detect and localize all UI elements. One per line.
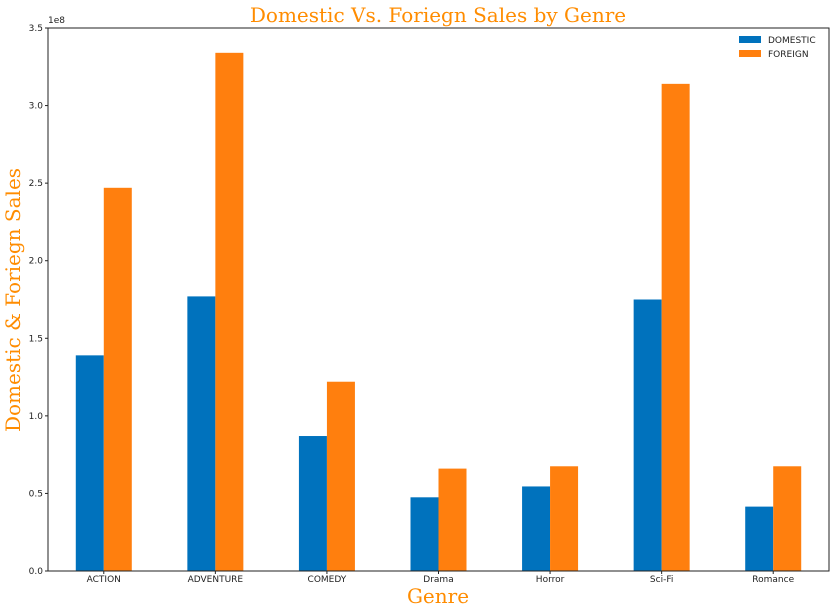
y-tick-label: 2.5 (29, 179, 43, 189)
y-tick-label: 3.5 (29, 24, 43, 34)
y-tick-label: 0.0 (29, 567, 44, 577)
y-axis-offset-label: 1e8 (48, 16, 65, 26)
bar-foreign-horror (550, 466, 579, 571)
y-tick-label: 1.5 (29, 334, 43, 344)
y-tick-label: 1.0 (29, 412, 44, 422)
bar-foreign-comedy (326, 381, 355, 571)
x-tick-label: ACTION (87, 575, 121, 585)
bars-group (75, 52, 802, 571)
legend-swatch-domestic (739, 36, 761, 43)
y-axis-title: Domestic & Foriegn Sales (1, 168, 25, 432)
x-tick-label: Drama (423, 575, 453, 585)
x-tick-label: Romance (752, 575, 794, 585)
bar-domestic-action (75, 355, 104, 571)
x-tick-label: ADVENTURE (188, 575, 244, 585)
bar-domestic-drama (410, 497, 439, 571)
x-axis-ticks: ACTION ADVENTURE COMEDY Drama Horror Sci-Fi Ro… (87, 571, 795, 585)
x-tick-label: Horror (536, 575, 565, 585)
bar-domestic-sci-fi (633, 299, 662, 571)
bar-domestic-adventure (187, 296, 216, 571)
legend-label-domestic: DOMESTIC (768, 36, 816, 46)
x-tick-label: Sci-Fi (650, 575, 673, 585)
bar-foreign-adventure (215, 52, 244, 571)
chart-title: Domestic Vs. Foriegn Sales by Genre (250, 3, 626, 27)
legend-label-foreign: FOREIGN (768, 50, 809, 60)
x-tick-label: COMEDY (308, 575, 347, 585)
y-tick-label: 0.5 (29, 489, 43, 499)
bar-foreign-drama (438, 468, 467, 571)
y-tick-label: 3.0 (29, 102, 44, 112)
y-tick-label: 2.0 (29, 257, 44, 267)
legend-swatch-foreign (739, 50, 761, 57)
plot-area-frame (47, 27, 830, 572)
x-axis-title: Genre (407, 584, 469, 608)
bar-foreign-romance (773, 466, 802, 571)
bar-domestic-comedy (298, 436, 327, 571)
legend: DOMESTIC FOREIGN (739, 36, 816, 60)
y-axis-ticks: 0.0 0.5 1.0 1.5 2.0 2.5 3.0 3.5 (29, 24, 48, 577)
bar-foreign-sci-fi (661, 83, 690, 571)
bar-domestic-romance (745, 506, 774, 571)
bar-foreign-action (103, 187, 132, 571)
bar-domestic-horror (522, 486, 551, 571)
